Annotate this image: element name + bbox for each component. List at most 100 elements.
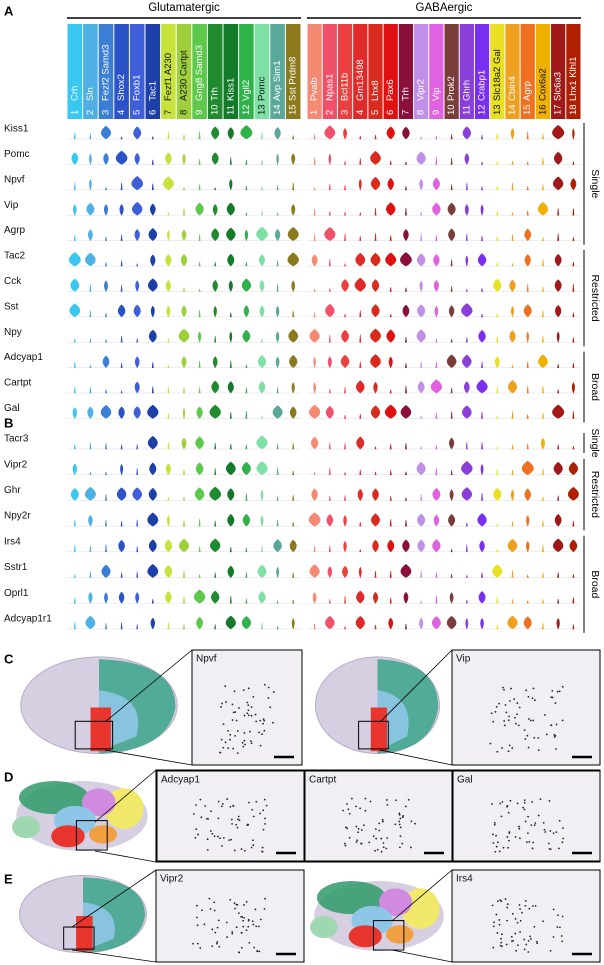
violin (148, 539, 157, 553)
violin (120, 521, 123, 527)
violin (214, 468, 217, 475)
violin (105, 623, 107, 630)
ish-signal (242, 925, 245, 928)
ish-signal (235, 926, 238, 929)
violin (476, 379, 488, 394)
violin (405, 520, 407, 527)
violin (147, 563, 159, 578)
ish-signal (221, 802, 224, 805)
violin (120, 182, 123, 191)
ish-signal (237, 815, 240, 818)
ish-signal (378, 829, 381, 832)
ish-signal (221, 702, 223, 705)
gene-label: Gal (4, 403, 20, 414)
ish-signal (376, 848, 379, 851)
violin (198, 519, 201, 527)
violin (511, 411, 514, 419)
violin (450, 134, 453, 140)
ish-signal (499, 802, 502, 805)
violin (227, 565, 235, 578)
violin (420, 599, 423, 604)
ish-signal (402, 815, 405, 817)
violin (386, 126, 395, 140)
violin (511, 182, 514, 191)
violin (245, 598, 248, 604)
ish-signal (195, 904, 198, 907)
violin (557, 444, 560, 450)
violin (179, 538, 189, 553)
violin (342, 565, 348, 578)
violin (343, 515, 347, 527)
violin (313, 356, 316, 369)
violin (313, 134, 316, 140)
violin (496, 469, 499, 475)
violin (567, 486, 579, 501)
ish-signal (240, 946, 243, 949)
violin (405, 623, 407, 630)
ish-signal (527, 718, 530, 720)
cluster-column (459, 24, 474, 119)
cluster-column (322, 24, 337, 119)
ish-signal (516, 702, 519, 704)
ish-signal (409, 846, 412, 849)
violin (420, 570, 423, 578)
violin (242, 329, 251, 343)
violin (198, 234, 201, 241)
ish-signal (399, 826, 402, 829)
cluster-number: 3 (340, 110, 351, 115)
violin (73, 621, 76, 630)
violin (136, 571, 139, 578)
violin (328, 467, 331, 475)
ish-signal (561, 915, 564, 918)
violin (542, 412, 544, 419)
violin (542, 520, 544, 527)
ish-signal (236, 752, 239, 755)
violin (195, 436, 204, 450)
violin (69, 303, 81, 318)
ish-signal (374, 849, 376, 852)
cluster-number: 14 (272, 104, 283, 115)
violin (325, 303, 335, 318)
ish-signal (495, 913, 498, 916)
violin (572, 283, 575, 292)
ish-signal (534, 822, 537, 824)
violin (344, 313, 347, 318)
violin (417, 513, 426, 527)
violin (70, 487, 79, 501)
gene-label: Sst (4, 301, 19, 312)
violin (344, 443, 346, 450)
violin (420, 414, 423, 419)
ish-signal (543, 828, 546, 831)
violin (105, 313, 107, 318)
violin (167, 229, 170, 242)
ish-signal (539, 798, 542, 801)
violin (511, 521, 514, 527)
ish-signal (496, 750, 499, 753)
violin (310, 436, 319, 450)
violin (526, 515, 530, 527)
violin (183, 570, 185, 578)
cluster-number: 9 (194, 110, 205, 115)
cluster-name: Vgll2 (241, 80, 252, 101)
ish-signal (215, 942, 218, 945)
violin (183, 208, 185, 216)
violin (287, 227, 299, 241)
ish-signal (510, 935, 513, 938)
violin (572, 446, 575, 450)
violin (313, 471, 316, 475)
cluster-name: Gm13498 (355, 59, 366, 101)
ish-signal (386, 837, 389, 839)
ish-signal (404, 805, 407, 808)
ish-image (451, 649, 601, 766)
violin (481, 442, 483, 450)
ish-signal (556, 690, 559, 693)
zoom-link (379, 649, 453, 723)
cluster-number: 1 (309, 110, 320, 115)
ish-signal (524, 820, 527, 823)
violin (359, 211, 362, 216)
violin (433, 514, 440, 527)
ish-signal (242, 689, 245, 692)
violin (419, 280, 423, 293)
cluster-column (239, 24, 254, 119)
violin (357, 488, 363, 501)
